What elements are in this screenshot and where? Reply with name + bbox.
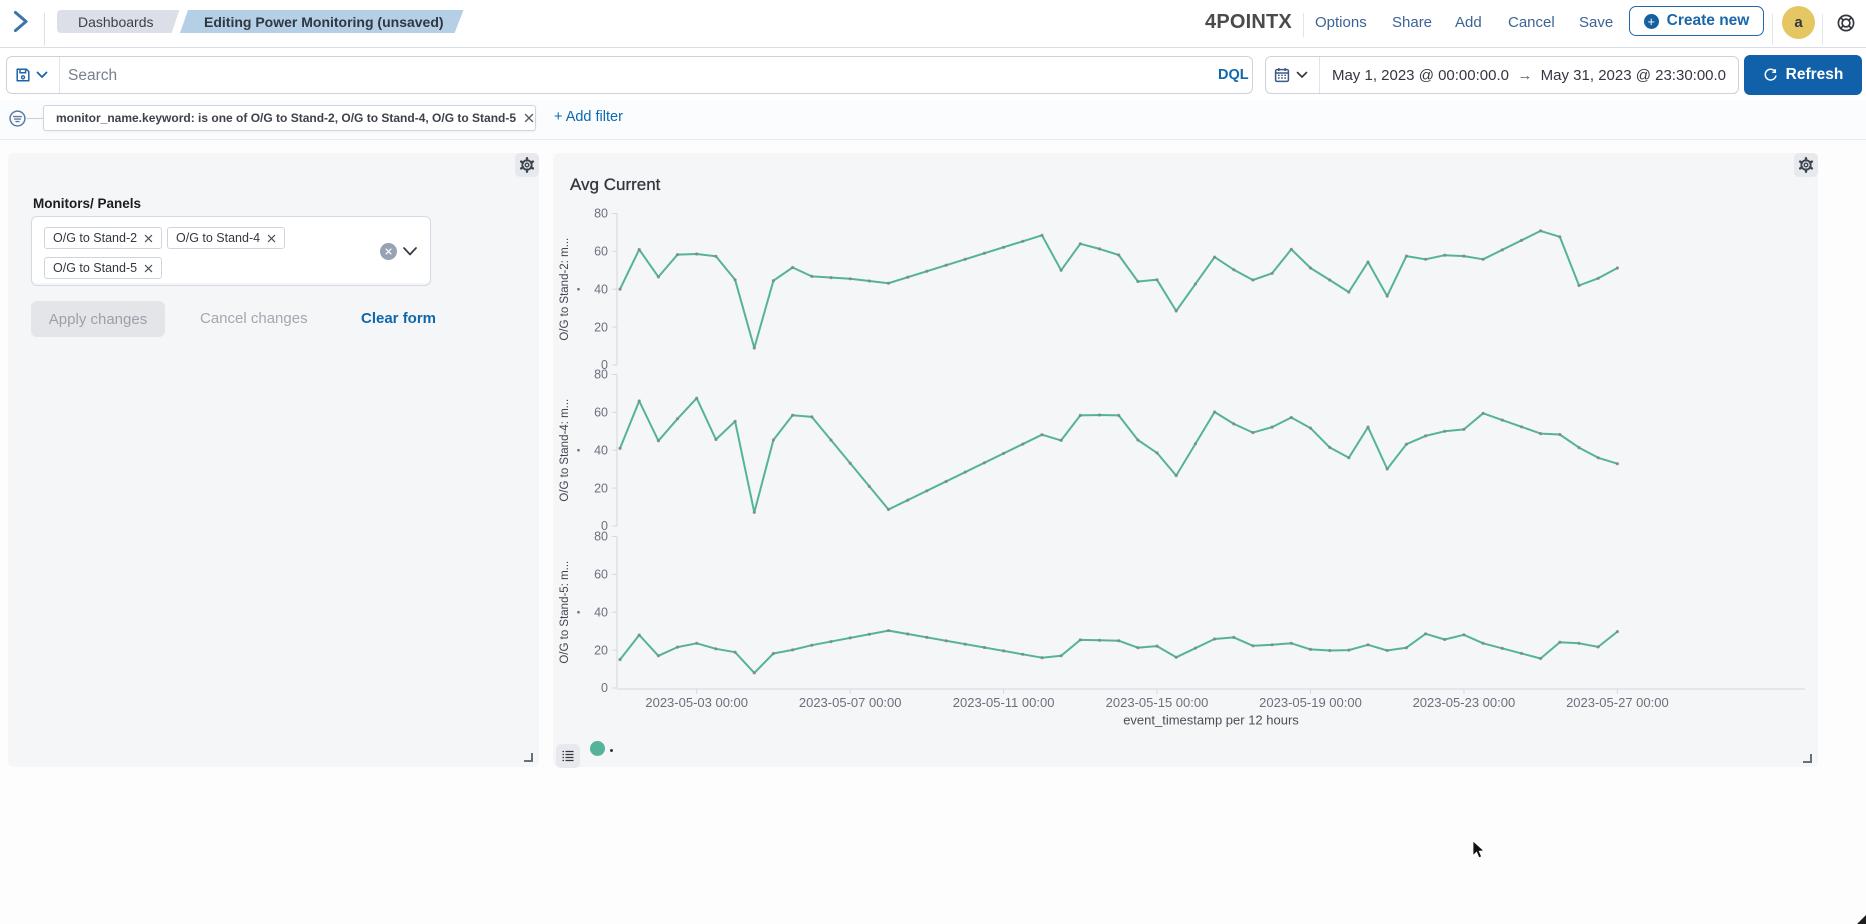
svg-text:0: 0 xyxy=(601,681,608,695)
svg-text:80: 80 xyxy=(594,207,608,221)
svg-text:O/G to Stand-4: m...: O/G to Stand-4: m... xyxy=(559,399,571,502)
svg-text:2023-05-15 00:00: 2023-05-15 00:00 xyxy=(1106,695,1209,710)
svg-text:0: 0 xyxy=(601,358,608,372)
svg-text:40: 40 xyxy=(594,282,608,296)
svg-text:60: 60 xyxy=(594,245,608,259)
svg-text:2023-05-11 00:00: 2023-05-11 00:00 xyxy=(953,695,1055,710)
svg-text:40: 40 xyxy=(594,606,608,620)
svg-text:2023-05-19 00:00: 2023-05-19 00:00 xyxy=(1259,695,1362,710)
svg-text:60: 60 xyxy=(594,568,608,582)
svg-text:O/G to Stand-2: m...: O/G to Stand-2: m... xyxy=(559,238,571,341)
svg-text:40: 40 xyxy=(594,443,608,457)
svg-text:2023-05-07 00:00: 2023-05-07 00:00 xyxy=(799,695,902,710)
svg-text:80: 80 xyxy=(594,368,608,382)
svg-text:event_timestamp per 12 hours: event_timestamp per 12 hours xyxy=(1123,713,1299,728)
svg-text:80: 80 xyxy=(594,530,608,544)
svg-text:20: 20 xyxy=(594,320,608,334)
svg-text:20: 20 xyxy=(594,643,608,657)
svg-text:0: 0 xyxy=(601,519,608,533)
svg-text:60: 60 xyxy=(594,406,608,420)
svg-text:20: 20 xyxy=(594,481,608,495)
svg-text:2023-05-27 00:00: 2023-05-27 00:00 xyxy=(1566,695,1669,710)
svg-text:2023-05-23 00:00: 2023-05-23 00:00 xyxy=(1413,695,1516,710)
svg-text:2023-05-03 00:00: 2023-05-03 00:00 xyxy=(645,695,748,710)
svg-text:O/G to Stand-5: m...: O/G to Stand-5: m... xyxy=(559,561,571,664)
